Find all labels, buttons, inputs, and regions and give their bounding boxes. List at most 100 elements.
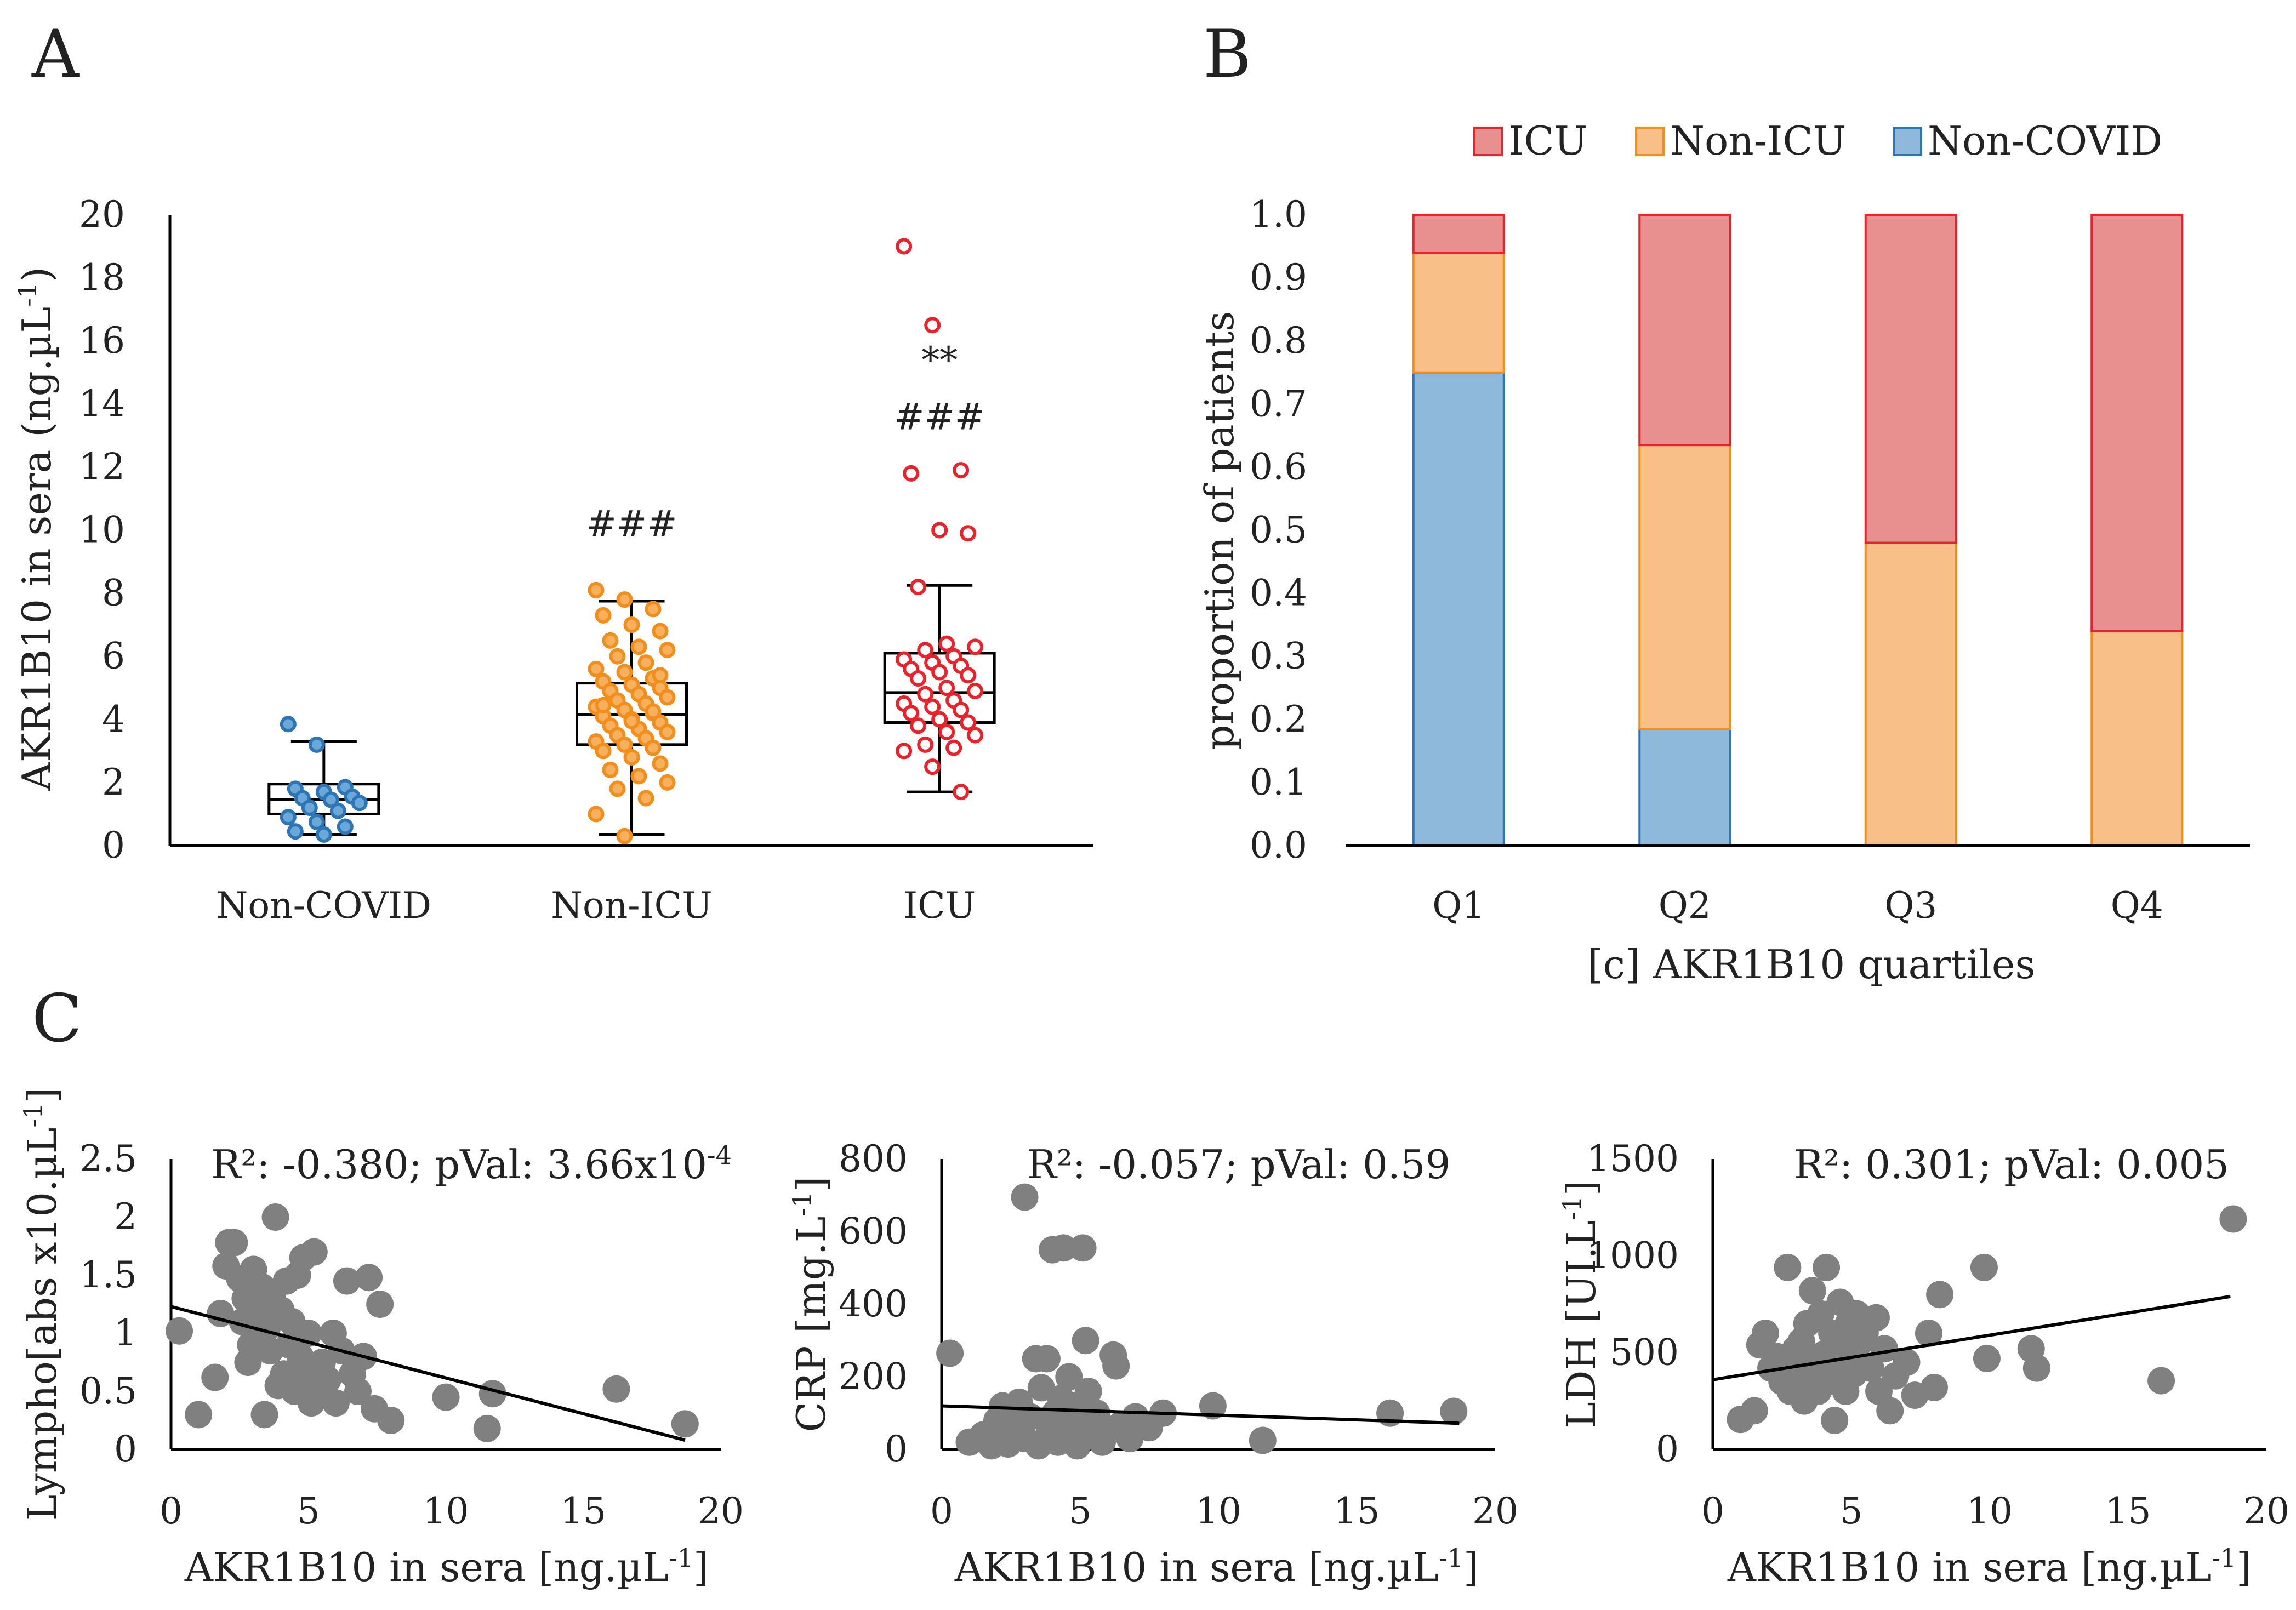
panel-a-icu-point [967, 638, 984, 655]
panel-a-non-icu-point [623, 749, 640, 766]
panel-c3-y-tick-label: 500 [1610, 1331, 1679, 1373]
panel-a-non-covid-point [280, 809, 297, 826]
panel-b-bar-q4-icu [2090, 214, 2184, 632]
panel-c1-point [300, 1238, 328, 1266]
panel-b-y-axis-label: proportion of patients [1197, 311, 1243, 750]
panel-c1-point [344, 1378, 372, 1405]
panel-c3-point [2022, 1354, 2050, 1382]
panel-c3-x-axis-label: AKR1B10 in sera [ng.µL-1] [1727, 1543, 2252, 1590]
panel-a-non-icu-point [637, 790, 654, 807]
panel-a-icu-point [953, 701, 970, 718]
panel-a-icu-point [960, 667, 977, 684]
panel-b-y-tick-label: 0.4 [1250, 572, 1307, 614]
panel-a-non-icu-point [659, 774, 676, 791]
panel-c3-y-axis-label: LDH [UI.L-1] [1557, 1180, 1604, 1428]
panel-c2-y-tick-label: 400 [839, 1283, 908, 1325]
panel-b-bar-q1-non-icu [1412, 252, 1505, 374]
panel-c2-point [936, 1339, 964, 1367]
panel-c3-y-tick-label: 1000 [1587, 1235, 1679, 1277]
panel-a-non-covid-point [301, 799, 318, 816]
panel-c3-point [1876, 1397, 1904, 1425]
panel-a-y-tick-label: 8 [102, 572, 125, 614]
panel-a-non-icu-point [609, 780, 626, 797]
panel-b-bar-q2-non-icu [1638, 444, 1731, 730]
panel-a-icu-point [938, 723, 955, 740]
panel-c3-point [1862, 1304, 1890, 1332]
panel-a-icu-point [910, 670, 927, 687]
panel-c2-y-tick-label: 200 [839, 1356, 908, 1398]
panel-c2-x-tick-label: 10 [1195, 1490, 1241, 1532]
panel-b-bar-q4-non-icu [2090, 630, 2184, 847]
panel-b-legend-label-non-covid: Non-COVID [1928, 118, 2162, 164]
panel-c2-point [1069, 1234, 1097, 1262]
panel-c2-y-tick-label: 0 [885, 1428, 908, 1470]
panel-a-y-tick-label: 14 [79, 382, 125, 425]
panel-b-legend-label-non-icu: Non-ICU [1670, 118, 1846, 164]
panel-c1-point [261, 1203, 289, 1231]
panel-c2-x-tick-label: 5 [1069, 1490, 1092, 1532]
panel-c1-point [220, 1229, 248, 1257]
panel-a-non-covid-category-label: Non-COVID [217, 884, 431, 927]
panel-c3-x-tick-label: 15 [2105, 1490, 2151, 1532]
panel-c1-point [671, 1410, 699, 1438]
panel-c3-point [1774, 1253, 1802, 1281]
panel-b-y-ticks: 0.0 0.1 0.2 0.3 0.4 0.5 0.6 0.7 0.8 0.9 1.0 [1250, 193, 1307, 866]
panel-label-c: C [32, 981, 82, 1057]
panel-c2-point [1055, 1363, 1083, 1391]
panel-a-non-icu-point [588, 581, 605, 598]
panel-a-non-icu-point [595, 743, 612, 760]
panel-c2-x-tick-label: 20 [1472, 1490, 1518, 1532]
panel-c2-point [1199, 1392, 1227, 1420]
panel-c1-y-tick-label: 1 [114, 1312, 137, 1354]
panel-a-non-covid-point [322, 791, 339, 808]
panel-c-ldh-scatter: 0 500 1000 1500 0 5 10 15 20 R²: 0.301; pVal: 0.0… [1557, 1138, 2289, 1590]
panel-c3-y-tick-label: 0 [1656, 1428, 1679, 1470]
panel-c-crp-scatter: 0 200 400 600 800 0 5 10 15 20 R²: -0.057; pVal: 0… [787, 1138, 1518, 1590]
panel-c3-point [1740, 1397, 1768, 1425]
panel-c3-y-tick-label: 1500 [1587, 1138, 1679, 1180]
panel-a-icu-point [931, 664, 948, 681]
panel-c2-point [1033, 1345, 1061, 1373]
panel-a-non-icu-point [652, 755, 669, 772]
panel-a-non-covid-point [280, 716, 297, 733]
panel-a-icu-point [910, 579, 927, 596]
panel-c1-point [366, 1291, 394, 1318]
panel-a-non-icu-point [595, 607, 612, 624]
panel-c3-x-tick-label: 20 [2243, 1490, 2289, 1532]
panel-b-legend-swatch-icu [1473, 127, 1503, 156]
panel-c2-point [1050, 1234, 1078, 1262]
panel-a-non-icu-point [616, 736, 633, 753]
panel-a-non-covid-point [351, 795, 368, 812]
panel-a-non-icu-point [659, 689, 676, 706]
panel-b-legend-swatch-non-covid [1893, 127, 1922, 156]
panel-c1-y-tick-label: 0.5 [79, 1370, 137, 1412]
panel-c3-point [1970, 1253, 1998, 1281]
panel-c2-point [1072, 1327, 1099, 1355]
panel-c2-x-tick-label: 0 [930, 1490, 953, 1532]
panel-c3-correlation-label: R²: 0.301; pVal: 0.005 [1794, 1141, 2229, 1187]
panel-c1-y-tick-label: 2.5 [79, 1138, 137, 1180]
panel-a-plot: ### ### ** [267, 238, 996, 844]
panel-b-category-label-q2: Q2 [1659, 884, 1711, 927]
panel-c3-point [1871, 1335, 1899, 1363]
panel-c3-point [2147, 1367, 2175, 1395]
panel-a-non-covid-point [308, 813, 325, 830]
panel-a-icu-point [953, 462, 970, 479]
panel-a-non-icu-point [602, 761, 619, 778]
panel-a-significance-mark: ### [586, 503, 677, 545]
panel-c2-x-axis-label: AKR1B10 in sera [ng.µL-1] [954, 1543, 1479, 1590]
panel-a-icu-point [917, 686, 934, 703]
panel-a-y-tick-label: 6 [102, 635, 125, 677]
panel-a-non-icu-point [602, 632, 619, 649]
panel-c1-y-axis-label: Lympho[abs x10.µL-1] [18, 1088, 65, 1521]
panel-a-y-tick-label: 16 [79, 319, 125, 362]
panel-c3-point [1921, 1373, 1948, 1401]
panel-a-non-icu-point [630, 768, 647, 785]
panel-c1-x-tick-label: 20 [698, 1490, 744, 1532]
panel-a-non-icu-category-label: Non-ICU [551, 884, 713, 927]
panel-a-non-covid-point [287, 823, 304, 840]
panel-b-y-tick-label: 0.1 [1250, 761, 1307, 803]
panel-a-icu-point [903, 465, 920, 482]
panel-b-x-ticks: Q1 Q2 Q3 Q4 [1432, 884, 2163, 927]
panel-a-y-axis-label: AKR1B10 in sera (ng.µL-1) [13, 267, 60, 791]
